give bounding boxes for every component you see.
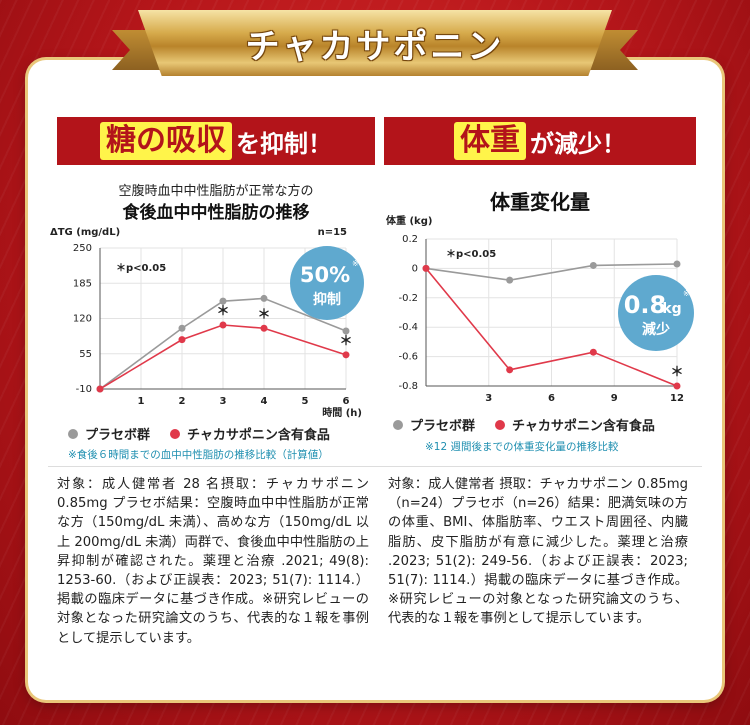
- y-axis-label: 体重 (kg): [386, 214, 432, 227]
- right-study-description: 対象：成人健常者 摂取：チャカサポニン 0.85mg（n=24）プラセボ（n=2…: [388, 477, 688, 627]
- data-point-treatment: [96, 385, 104, 393]
- data-point-placebo: [260, 294, 268, 302]
- x-tick-label: 12: [670, 393, 684, 404]
- x-tick-label: 6: [343, 396, 350, 407]
- significance-note: ＊p<0.05: [446, 248, 496, 260]
- right-heading-highlight: 体重: [454, 122, 526, 160]
- data-point-treatment: [673, 382, 681, 390]
- y-tick-label: -0.2: [398, 293, 418, 304]
- y-tick-label: 120: [73, 314, 92, 325]
- legend-placebo-marker: [68, 428, 78, 439]
- badge-unit: kg: [662, 301, 681, 317]
- y-tick-label: 55: [79, 349, 92, 360]
- y-tick-label: 0.2: [402, 234, 418, 245]
- x-tick-label: 2: [179, 396, 186, 407]
- series-line-treatment: [425, 267, 678, 387]
- left-note: ※食後６時間までの血中中性脂肪の推移比較（計算値）: [68, 449, 329, 461]
- significance-star: ＊: [216, 304, 229, 319]
- left-heading-highlight: 糖の吸収: [100, 122, 232, 160]
- right-note: ※12 週間後までの体重変化量の推移比較: [425, 441, 619, 453]
- data-point-placebo: [178, 324, 186, 332]
- legend-treatment-label: チャカサポニン含有食品: [512, 419, 655, 434]
- badge-label: 減少: [642, 321, 670, 338]
- data-point-treatment: [178, 336, 186, 344]
- legend-placebo-label: プラセボ群: [410, 419, 476, 434]
- x-axis-label: 時間 (h): [322, 406, 362, 419]
- y-tick-label: 185: [73, 278, 92, 289]
- legend-treatment-label: チャカサポニン含有食品: [187, 428, 330, 443]
- section-divider: [48, 466, 702, 467]
- data-point-treatment: [260, 324, 268, 332]
- y-tick-label: -0.8: [398, 381, 418, 392]
- y-tick-label: -0.4: [398, 322, 418, 333]
- badge-value: 0.8: [624, 291, 667, 319]
- data-point-treatment: [589, 348, 597, 356]
- y-tick-label: 250: [73, 243, 92, 254]
- left-study-description: 対象：成人健常者 28 名摂取：チャカサポニン 0.85mg プラセボ結果：空腹…: [57, 477, 369, 646]
- legend-placebo-label: プラセボ群: [85, 428, 151, 443]
- significance-star: ＊: [257, 307, 270, 322]
- right-heading: 体重 が減少！: [384, 117, 696, 165]
- legend-treatment-marker: [170, 428, 181, 439]
- badge-mark: ※: [683, 289, 690, 298]
- data-point-placebo: [589, 261, 597, 269]
- data-point-treatment: [342, 351, 350, 359]
- x-tick-label: 1: [138, 396, 145, 407]
- series-line-placebo: [425, 263, 678, 281]
- x-tick-label: 9: [611, 393, 618, 404]
- right-chart-title: 体重変化量: [490, 190, 590, 214]
- x-tick-label: 4: [261, 396, 268, 407]
- y-tick-label: -10: [76, 384, 92, 395]
- banner-title: チャカサポニン: [245, 26, 505, 67]
- content-panel: [28, 60, 722, 700]
- x-tick-label: 3: [485, 393, 492, 404]
- significance-star: ＊: [339, 334, 352, 349]
- data-point-placebo: [342, 327, 350, 335]
- x-tick-label: 3: [220, 396, 227, 407]
- significance-star: ＊: [670, 365, 683, 380]
- y-tick-label: -0.6: [398, 352, 418, 363]
- data-point-placebo: [219, 297, 227, 305]
- y-tick-label: 0: [412, 263, 418, 274]
- data-point-treatment: [506, 366, 514, 374]
- left-chart-subtitle: 空腹時血中中性脂肪が正常な方の: [118, 184, 314, 199]
- y-axis-label: ΔTG (mg/dL): [50, 227, 120, 238]
- banner-ribbon: チャカサポニン: [138, 10, 612, 76]
- data-point-treatment: [422, 264, 430, 272]
- badge-label: 抑制: [313, 291, 341, 308]
- reduction-badge: [290, 246, 364, 320]
- reduction-badge: [618, 275, 694, 351]
- legend-treatment-marker: [495, 419, 506, 430]
- left-heading-rest: を抑制！: [236, 129, 332, 158]
- legend-placebo-marker: [393, 419, 403, 430]
- x-tick-label: 6: [548, 393, 555, 404]
- data-point-placebo: [506, 276, 514, 284]
- significance-note: ＊p<0.05: [116, 262, 166, 274]
- left-legend: プラセボ群 チャカサポニン含有食品: [68, 424, 330, 443]
- badge-mark: ※: [352, 259, 359, 268]
- data-point-treatment: [219, 321, 227, 329]
- data-point-placebo: [673, 260, 681, 268]
- left-heading: 糖の吸収 を抑制！: [57, 117, 375, 165]
- left-chart-title: 食後血中中性脂肪の推移: [122, 203, 310, 223]
- right-heading-rest: が減少！: [530, 129, 626, 158]
- x-tick-label: 5: [302, 396, 309, 407]
- right-legend: プラセボ群 チャカサポニン含有食品: [393, 415, 655, 434]
- n-label: n=15: [318, 227, 347, 238]
- badge-value: 50%: [300, 263, 350, 287]
